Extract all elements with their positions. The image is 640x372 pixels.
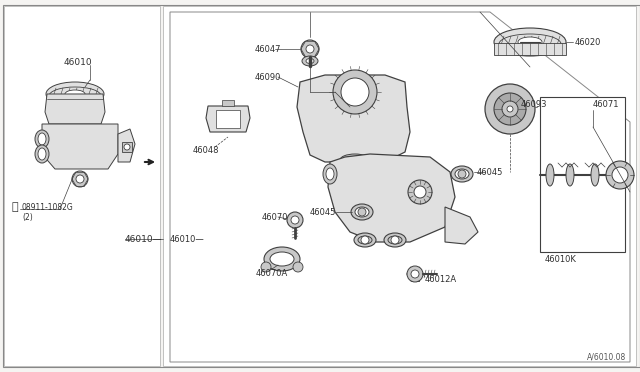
Circle shape [306,45,314,53]
Text: 46010: 46010 [64,58,92,67]
Ellipse shape [351,204,373,220]
Ellipse shape [46,82,104,106]
Ellipse shape [591,164,599,186]
Circle shape [411,270,419,278]
Text: 46093: 46093 [521,99,547,109]
Ellipse shape [346,157,364,164]
Text: 46010—: 46010— [125,234,163,244]
Circle shape [494,93,526,125]
Bar [494,43,566,55]
Circle shape [507,106,513,112]
Polygon shape [42,124,118,169]
Circle shape [502,101,518,117]
Text: 46045: 46045 [310,208,337,217]
Polygon shape [45,94,105,124]
Bar [540,97,625,252]
Ellipse shape [35,130,49,148]
Polygon shape [118,129,135,162]
Ellipse shape [38,133,46,145]
Circle shape [341,78,369,106]
Ellipse shape [566,164,574,186]
Bar [122,142,132,152]
Ellipse shape [38,148,46,160]
Ellipse shape [546,164,554,186]
Ellipse shape [388,236,402,244]
Ellipse shape [499,34,561,54]
Text: Ⓝ: Ⓝ [12,202,19,212]
Circle shape [72,171,88,187]
Circle shape [485,84,535,134]
Circle shape [458,170,466,178]
Text: 46070: 46070 [262,212,289,221]
Ellipse shape [518,37,542,47]
Ellipse shape [264,247,300,271]
Text: A/6010.08: A/6010.08 [587,353,626,362]
Text: 46070A: 46070A [256,269,288,279]
Ellipse shape [306,58,314,64]
Circle shape [291,216,299,224]
Text: 08911-1082G: 08911-1082G [22,202,74,212]
Circle shape [76,175,84,183]
Ellipse shape [326,168,334,180]
Polygon shape [206,106,250,132]
Circle shape [408,180,432,204]
Circle shape [124,144,130,150]
Text: 46010—: 46010— [170,234,205,244]
Bar [163,6,636,366]
Ellipse shape [611,164,619,186]
Ellipse shape [35,145,49,163]
Ellipse shape [494,28,566,56]
Circle shape [361,236,369,244]
Polygon shape [297,75,410,162]
Bar [4,6,160,366]
Bar [216,110,240,128]
Circle shape [358,208,366,216]
Text: 46012A: 46012A [425,276,457,285]
Circle shape [612,167,628,183]
Ellipse shape [455,169,469,179]
Circle shape [414,186,426,198]
Ellipse shape [354,233,376,247]
Ellipse shape [355,207,369,217]
Polygon shape [445,207,478,244]
Circle shape [301,40,319,58]
Circle shape [333,70,377,114]
Ellipse shape [302,56,318,66]
Bar [222,100,234,106]
Text: 46045: 46045 [477,167,504,176]
Polygon shape [328,154,455,242]
Circle shape [407,266,423,282]
Text: 46010K: 46010K [545,256,577,264]
Text: 46047: 46047 [255,45,282,54]
Text: 46048: 46048 [193,145,220,154]
Ellipse shape [384,233,406,247]
Circle shape [606,161,634,189]
Text: 46090: 46090 [255,73,282,81]
Circle shape [261,262,271,272]
Text: 46071: 46071 [593,99,620,109]
Ellipse shape [340,154,370,166]
Ellipse shape [358,236,372,244]
Ellipse shape [65,90,85,98]
Ellipse shape [49,87,101,105]
Circle shape [287,212,303,228]
Ellipse shape [270,252,294,266]
Ellipse shape [323,164,337,184]
Text: (2): (2) [22,212,33,221]
Circle shape [293,262,303,272]
Circle shape [391,236,399,244]
Ellipse shape [451,166,473,182]
Text: 46020: 46020 [575,38,602,46]
